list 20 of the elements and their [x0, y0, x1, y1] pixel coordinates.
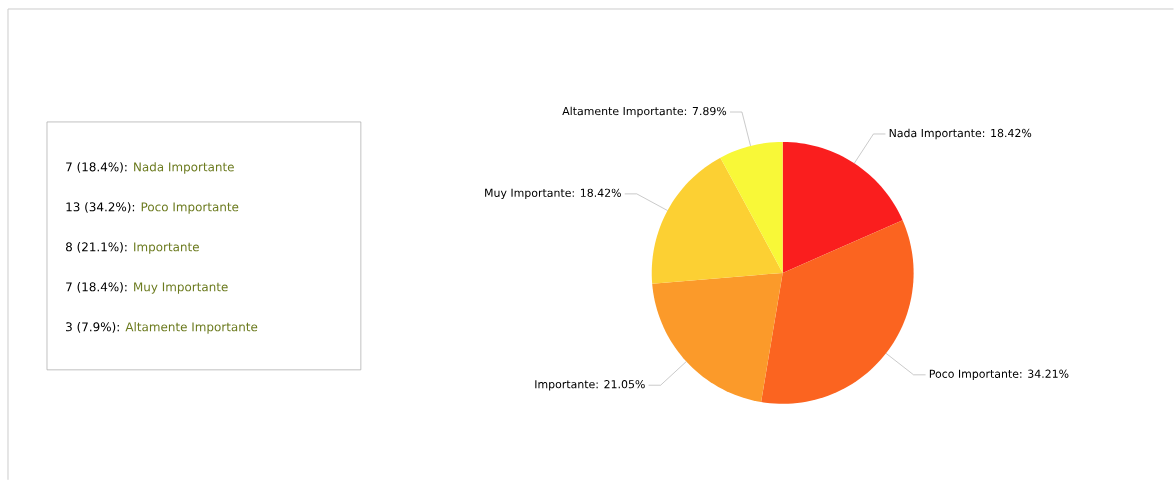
text: 13 (34.2%): — [66, 202, 135, 213]
text: 7 (18.4%): — [66, 162, 127, 173]
slice-label: Poco Importante — [929, 369, 1019, 380]
slice-label: Importante — [535, 380, 595, 391]
text: Poco Importante — [141, 202, 239, 214]
data-label: : 34.21% — [1020, 369, 1069, 378]
text: Altamente Importante — [125, 321, 258, 334]
text: Importante — [134, 242, 199, 254]
text: 3 (7.9%): — [66, 321, 119, 333]
text: Muy Importante — [134, 282, 228, 294]
data-label: : 18.42% — [572, 188, 621, 197]
slice-label: Nada Importante — [889, 128, 982, 140]
text: 7 (18.4%): — [66, 281, 127, 293]
data-label: : 18.42% — [983, 128, 1032, 138]
data-label: : 7.89% — [684, 106, 727, 116]
slice-label: Altamente Importante — [562, 106, 684, 118]
slice-label: Muy Importante — [485, 188, 571, 199]
text: 8 (21.1%): — [65, 241, 127, 253]
data-label: : 21.05% — [596, 379, 645, 389]
text: Nada Importante — [134, 162, 234, 174]
